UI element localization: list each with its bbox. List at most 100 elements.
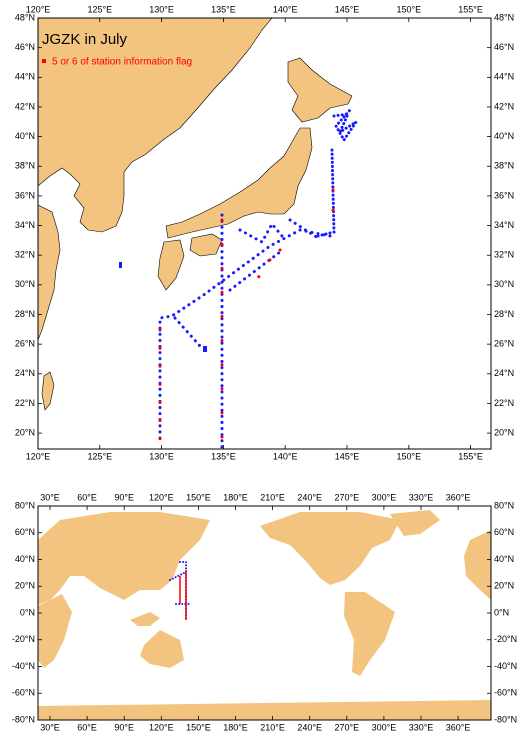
lon-label: 330°E bbox=[409, 492, 434, 502]
lat-label: 44°N bbox=[494, 72, 514, 82]
lat-label: 24°N bbox=[494, 368, 514, 378]
lon-label: 150°E bbox=[186, 492, 211, 502]
lat-label: 38°N bbox=[15, 161, 35, 171]
lat-label: 80°N bbox=[494, 500, 514, 510]
lat-label: 40°N bbox=[15, 131, 35, 141]
lat-label: 46°N bbox=[15, 42, 35, 52]
lon-label: 130°E bbox=[149, 4, 174, 14]
lat-label: 48°N bbox=[15, 12, 35, 22]
lon-label: 125°E bbox=[87, 451, 112, 461]
lat-label: 20°N bbox=[15, 427, 35, 437]
lon-label: 140°E bbox=[273, 4, 298, 14]
lat-label: 0°N bbox=[20, 607, 35, 617]
lon-label: 145°E bbox=[335, 4, 360, 14]
lon-label: 145°E bbox=[335, 451, 360, 461]
lon-label: 135°E bbox=[211, 4, 236, 14]
lon-label: 120°E bbox=[149, 722, 174, 732]
lon-label: 360°E bbox=[446, 492, 471, 502]
land bbox=[38, 18, 353, 411]
lon-label: 125°E bbox=[87, 4, 112, 14]
lon-label: 150°E bbox=[186, 722, 211, 732]
lon-label: 300°E bbox=[372, 492, 397, 502]
lon-label: 120°E bbox=[26, 4, 51, 14]
lon-label: 210°E bbox=[260, 722, 285, 732]
lon-label: 135°E bbox=[211, 451, 236, 461]
lon-label: 60°E bbox=[77, 722, 97, 732]
lon-label: 140°E bbox=[273, 451, 298, 461]
lat-label: 20°N bbox=[494, 581, 514, 591]
lat-label: 60°N bbox=[15, 527, 35, 537]
lat-label: -60°N bbox=[494, 688, 517, 698]
lon-label: 180°E bbox=[223, 492, 248, 502]
lon-label: 270°E bbox=[334, 492, 359, 502]
lat-label: 36°N bbox=[15, 190, 35, 200]
lat-label: 30°N bbox=[15, 279, 35, 289]
lon-label: 90°E bbox=[114, 492, 134, 502]
lat-label: -80°N bbox=[12, 714, 35, 724]
lon-label: 360°E bbox=[446, 722, 471, 732]
top-map: JGZK in July 5 or 6 of station informati… bbox=[37, 17, 492, 451]
lon-label: 270°E bbox=[334, 722, 359, 732]
lon-label: 30°E bbox=[40, 492, 60, 502]
lon-label: 150°E bbox=[396, 451, 421, 461]
lat-label: 20°N bbox=[15, 581, 35, 591]
lon-label: 180°E bbox=[223, 722, 248, 732]
legend-marker bbox=[42, 59, 46, 63]
track-dot bbox=[119, 262, 122, 268]
lat-label: 32°N bbox=[494, 250, 514, 260]
map-title: JGZK in July bbox=[42, 31, 128, 48]
lat-label: 34°N bbox=[494, 220, 514, 230]
flag-dots bbox=[248, 188, 335, 292]
lat-label: 32°N bbox=[15, 250, 35, 260]
lon-label: 155°E bbox=[458, 4, 483, 14]
lat-label: 36°N bbox=[494, 190, 514, 200]
lat-label: 40°N bbox=[494, 131, 514, 141]
lon-label: 210°E bbox=[260, 492, 285, 502]
bottom-map bbox=[37, 505, 492, 721]
lat-label: 28°N bbox=[494, 309, 514, 319]
lon-label: 130°E bbox=[149, 451, 174, 461]
lat-label: 28°N bbox=[15, 309, 35, 319]
lon-label: 120°E bbox=[149, 492, 174, 502]
lon-label: 240°E bbox=[297, 492, 322, 502]
track-dots bbox=[316, 108, 358, 238]
lon-label: 240°E bbox=[297, 722, 322, 732]
lat-label: -40°N bbox=[12, 661, 35, 671]
lat-label: 26°N bbox=[15, 339, 35, 349]
lat-label: -80°N bbox=[494, 714, 517, 724]
lat-label: 40°N bbox=[15, 554, 35, 564]
lon-label: 30°E bbox=[40, 722, 60, 732]
track-dot bbox=[203, 346, 207, 352]
legend-label: 5 or 6 of station information flag bbox=[52, 57, 192, 68]
lat-label: 80°N bbox=[15, 500, 35, 510]
track-dots bbox=[173, 218, 320, 348]
lon-label: 150°E bbox=[396, 4, 421, 14]
track-dots bbox=[158, 228, 332, 442]
lat-label: 42°N bbox=[15, 101, 35, 111]
lat-label: 48°N bbox=[494, 12, 514, 22]
lat-label: -20°N bbox=[494, 634, 517, 644]
lat-label: 0°N bbox=[494, 607, 509, 617]
map-frame bbox=[37, 17, 492, 450]
lat-label: 46°N bbox=[494, 42, 514, 52]
lon-label: 120°E bbox=[26, 451, 51, 461]
track-dots bbox=[169, 561, 191, 621]
lat-label: 30°N bbox=[494, 279, 514, 289]
lat-label: -40°N bbox=[494, 661, 517, 671]
lat-label: 42°N bbox=[494, 101, 514, 111]
lon-label: 60°E bbox=[77, 492, 97, 502]
lat-label: 34°N bbox=[15, 220, 35, 230]
lat-label: 22°N bbox=[494, 398, 514, 408]
lat-label: 38°N bbox=[494, 161, 514, 171]
lat-label: 40°N bbox=[494, 554, 514, 564]
flag-line bbox=[179, 570, 187, 620]
lat-label: 44°N bbox=[15, 72, 35, 82]
ship-track bbox=[119, 108, 358, 451]
land bbox=[38, 510, 491, 720]
lat-label: 24°N bbox=[15, 368, 35, 378]
lon-label: 155°E bbox=[458, 451, 483, 461]
lat-label: -20°N bbox=[12, 634, 35, 644]
lon-label: 300°E bbox=[372, 722, 397, 732]
lat-label: -60°N bbox=[12, 688, 35, 698]
